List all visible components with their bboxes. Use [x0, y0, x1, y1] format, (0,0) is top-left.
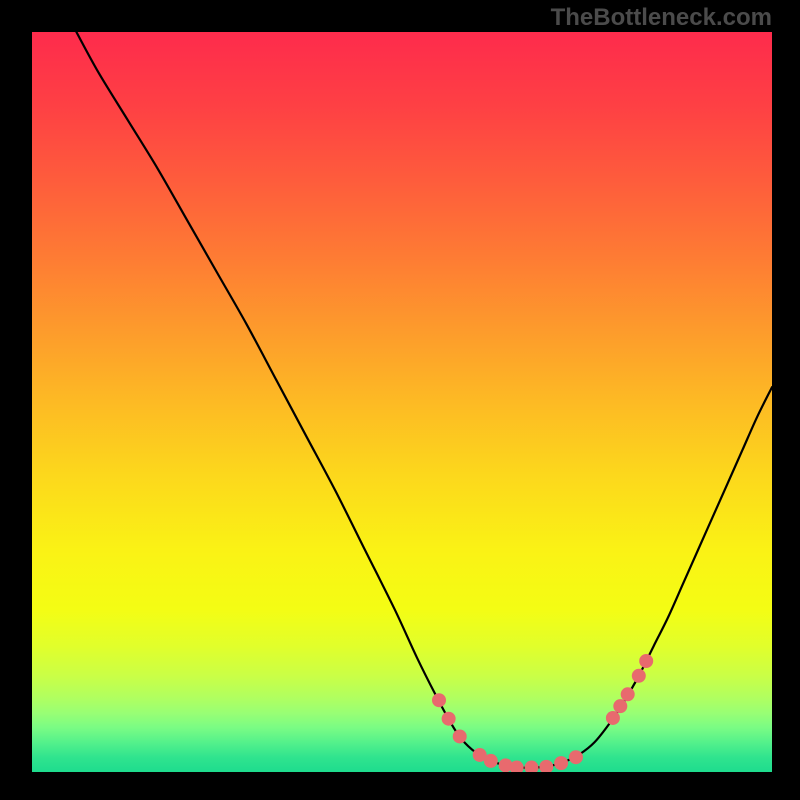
chart-plot-area: [32, 32, 772, 772]
curve-marker: [613, 699, 627, 713]
curve-marker: [632, 669, 646, 683]
curve-marker: [484, 754, 498, 768]
watermark-text: TheBottleneck.com: [551, 4, 772, 32]
curve-marker: [432, 693, 446, 707]
chart-svg: [32, 32, 772, 772]
curve-marker: [569, 750, 583, 764]
curve-marker: [453, 729, 467, 743]
curve-marker: [621, 687, 635, 701]
curve-marker: [606, 711, 620, 725]
curve-marker: [639, 654, 653, 668]
curve-marker: [442, 712, 456, 726]
curve-marker: [554, 756, 568, 770]
